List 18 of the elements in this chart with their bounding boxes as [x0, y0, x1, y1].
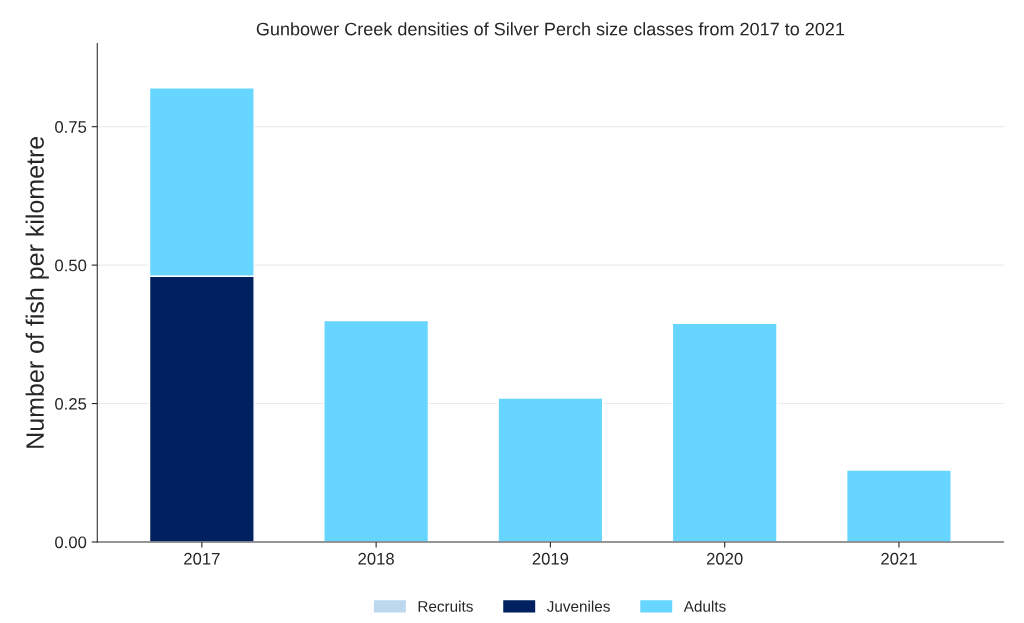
y-axis-title: Number of fish per kilometre [25, 136, 49, 448]
x-tick-label: 2018 [358, 552, 394, 565]
x-tick-label: 2020 [706, 552, 743, 565]
legend-label: Adults [683, 600, 726, 612]
bar [671, 322, 778, 543]
chart-title: Gunbower Creek densities of Silver Perch size classes from 2017 to 2021 [256, 22, 845, 36]
y-tick-label: 0.75 [55, 121, 87, 133]
legend-label: Recruits [418, 600, 473, 612]
y-tick-label: 0.50 [55, 259, 87, 272]
legend-label: Juveniles [546, 600, 610, 612]
x-tick-label: 2019 [532, 552, 569, 565]
bar [845, 469, 952, 543]
bar [497, 397, 604, 543]
y-tick-label: 0.25 [55, 397, 87, 410]
y-tick-label: 0.00 [55, 536, 87, 549]
x-tick-label: 2017 [184, 552, 220, 565]
bar [323, 319, 430, 543]
x-tick-label: 2021 [881, 552, 917, 565]
